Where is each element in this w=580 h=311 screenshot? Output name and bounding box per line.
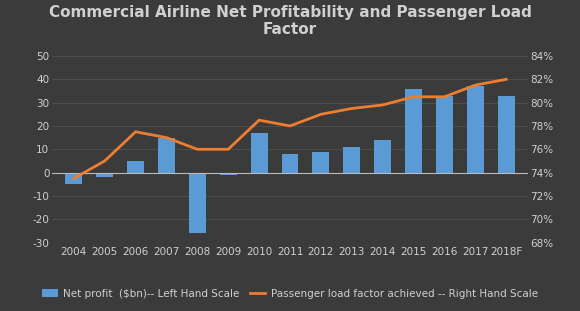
- Bar: [436, 96, 453, 173]
- Bar: [66, 173, 82, 184]
- Bar: [127, 161, 144, 173]
- Bar: [405, 89, 422, 173]
- Bar: [189, 173, 206, 233]
- Bar: [467, 86, 484, 173]
- Legend: Net profit  ($bn)-- Left Hand Scale, Passenger load factor achieved -- Right Han: Net profit ($bn)-- Left Hand Scale, Pass…: [38, 284, 542, 303]
- Bar: [313, 152, 329, 173]
- Bar: [374, 140, 391, 173]
- Bar: [96, 173, 113, 177]
- Bar: [220, 173, 237, 175]
- Bar: [498, 96, 514, 173]
- Bar: [251, 133, 267, 173]
- Bar: [158, 137, 175, 173]
- Bar: [281, 154, 299, 173]
- Text: Commercial Airline Net Profitability and Passenger Load
Factor: Commercial Airline Net Profitability and…: [49, 5, 531, 37]
- Bar: [343, 147, 360, 173]
